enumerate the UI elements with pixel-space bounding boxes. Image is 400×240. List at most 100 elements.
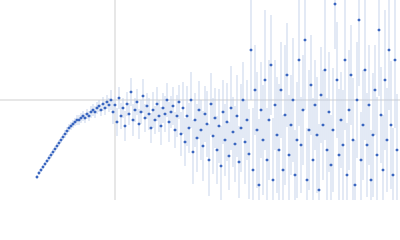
data-point xyxy=(121,106,125,110)
data-point xyxy=(365,143,369,147)
data-point xyxy=(227,154,231,158)
data-point xyxy=(39,168,43,172)
data-point xyxy=(339,118,343,122)
data-point xyxy=(277,148,281,152)
data-point xyxy=(233,142,237,146)
data-point xyxy=(295,138,299,142)
data-point xyxy=(83,116,87,120)
data-point xyxy=(113,103,117,107)
data-point xyxy=(219,164,223,168)
data-point xyxy=(315,133,319,137)
data-point xyxy=(285,73,289,77)
data-point xyxy=(353,183,357,187)
data-point xyxy=(379,113,383,117)
data-point xyxy=(103,106,107,110)
data-point xyxy=(141,94,145,98)
data-point xyxy=(191,150,195,154)
data-point xyxy=(389,123,393,127)
data-point xyxy=(237,160,241,164)
data-point xyxy=(193,118,197,122)
data-point xyxy=(197,108,201,112)
data-point xyxy=(71,122,75,126)
data-point xyxy=(363,68,367,72)
data-point xyxy=(65,129,69,133)
data-point xyxy=(241,98,245,102)
data-point xyxy=(81,114,85,118)
data-point xyxy=(309,83,313,87)
data-point xyxy=(49,153,53,157)
data-point xyxy=(115,120,119,124)
data-point xyxy=(59,138,63,142)
data-point xyxy=(325,148,329,152)
data-point xyxy=(91,108,95,112)
data-point xyxy=(207,158,211,162)
data-point xyxy=(117,96,121,100)
data-point xyxy=(135,100,139,104)
data-point xyxy=(175,114,179,118)
data-point xyxy=(321,123,325,127)
data-point xyxy=(211,134,215,138)
data-point xyxy=(283,113,287,117)
data-point xyxy=(55,144,59,148)
data-point xyxy=(261,138,265,142)
data-point xyxy=(301,108,305,112)
data-point xyxy=(357,18,361,22)
data-point xyxy=(255,128,259,132)
data-point xyxy=(257,183,261,187)
data-point xyxy=(293,173,297,177)
data-point xyxy=(77,118,81,122)
data-point xyxy=(95,106,99,110)
data-point xyxy=(235,114,239,118)
data-point xyxy=(99,108,103,112)
data-point xyxy=(361,123,365,127)
data-point xyxy=(203,112,207,116)
data-point xyxy=(123,124,127,128)
data-point xyxy=(273,103,277,107)
data-point xyxy=(147,112,151,116)
data-point xyxy=(131,118,135,122)
data-point xyxy=(63,132,67,136)
data-point xyxy=(281,168,285,172)
data-point xyxy=(297,58,301,62)
data-point xyxy=(263,78,267,82)
data-point xyxy=(209,102,213,106)
data-point xyxy=(323,68,327,72)
data-point xyxy=(225,120,229,124)
data-point xyxy=(143,116,147,120)
data-point xyxy=(183,140,187,144)
data-point xyxy=(53,147,57,151)
data-point xyxy=(229,106,233,110)
data-point xyxy=(335,78,339,82)
data-point xyxy=(217,124,221,128)
data-point xyxy=(289,123,293,127)
data-point xyxy=(303,38,307,42)
data-point xyxy=(275,133,279,137)
data-point xyxy=(181,106,185,110)
data-point xyxy=(371,133,375,137)
data-point xyxy=(369,178,373,182)
data-point xyxy=(373,88,377,92)
data-point xyxy=(311,158,315,162)
data-point xyxy=(337,153,341,157)
data-point xyxy=(125,102,129,106)
data-point xyxy=(313,103,317,107)
data-point xyxy=(157,114,161,118)
data-point xyxy=(299,143,303,147)
data-point xyxy=(251,168,255,172)
data-point xyxy=(345,173,349,177)
data-point xyxy=(333,2,337,6)
data-point xyxy=(35,175,39,179)
data-point xyxy=(43,162,47,166)
data-point xyxy=(347,108,351,112)
data-point xyxy=(51,150,55,154)
data-point xyxy=(67,126,71,130)
data-point xyxy=(329,163,333,167)
data-point xyxy=(145,104,149,108)
data-point xyxy=(245,118,249,122)
data-point xyxy=(243,140,247,144)
data-point xyxy=(45,159,49,163)
data-point xyxy=(179,132,183,136)
data-point xyxy=(279,88,283,92)
data-point xyxy=(151,108,155,112)
data-point xyxy=(153,118,157,122)
